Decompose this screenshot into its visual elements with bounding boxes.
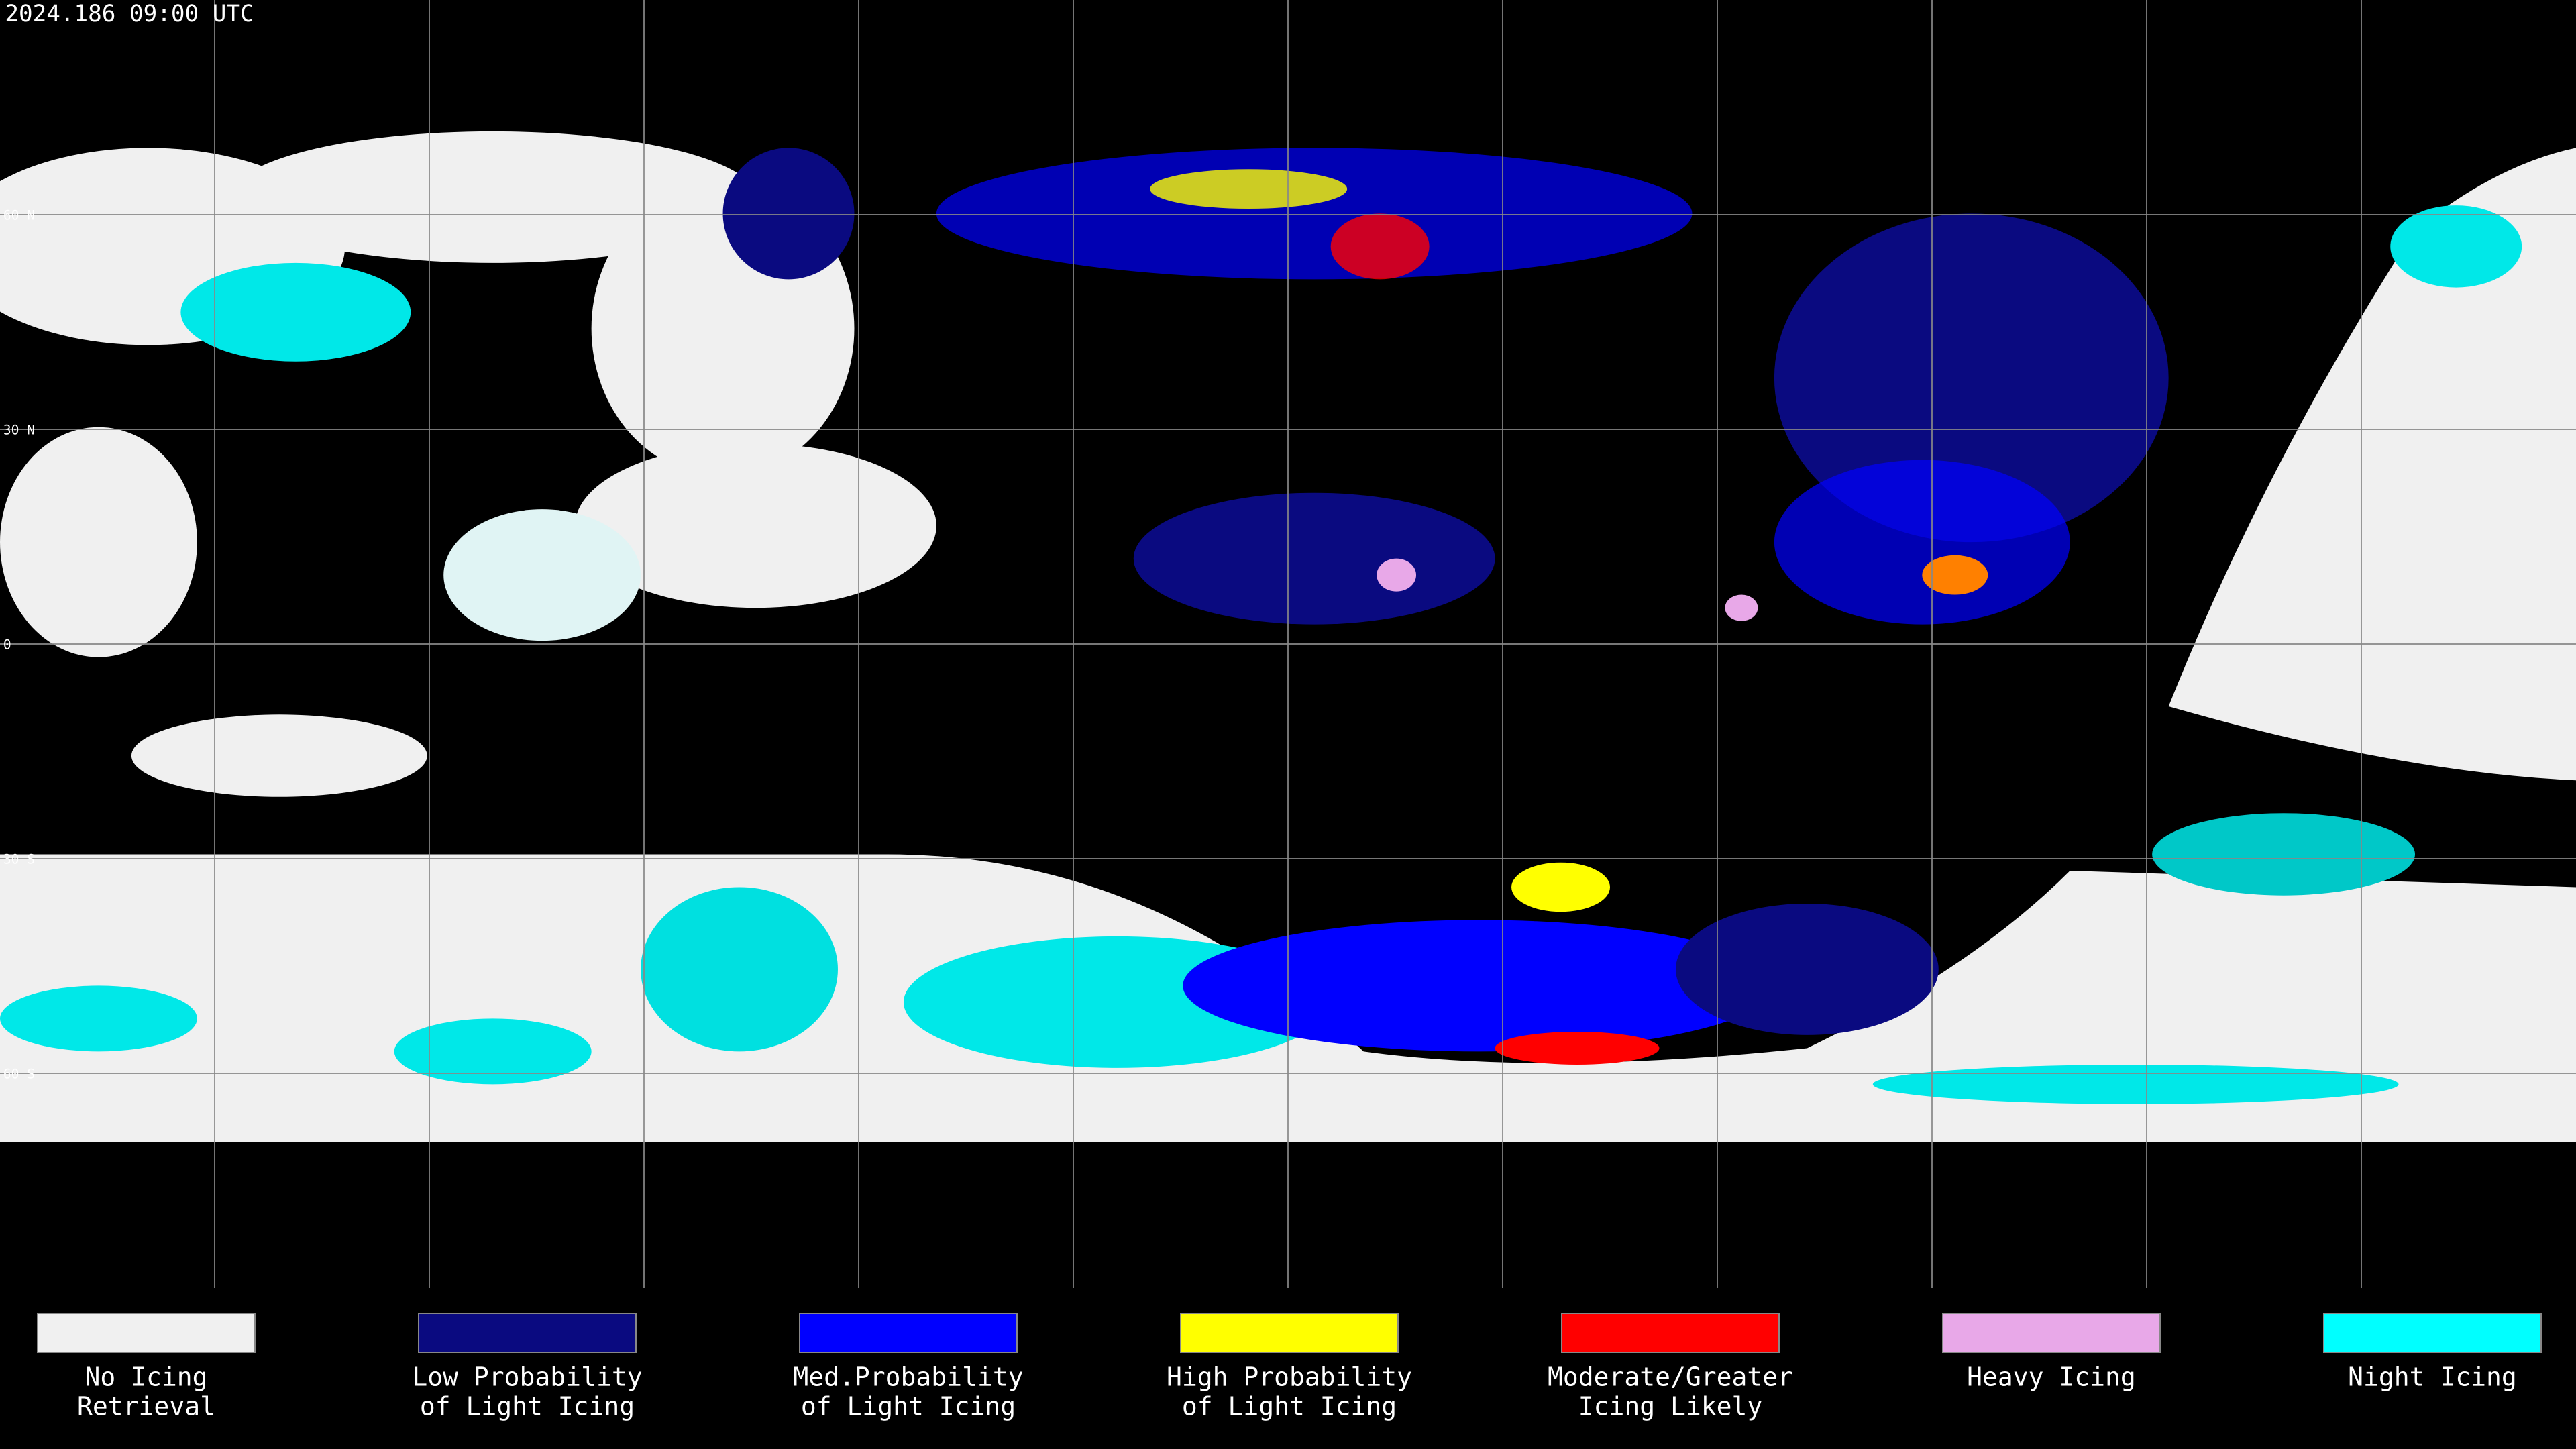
latitude-labels: 60 N 30 N 0 30 S 60 S <box>3 207 35 1081</box>
icing-patch <box>1675 903 1939 1035</box>
legend-label: Low Probability <box>412 1362 642 1392</box>
icing-patch <box>1183 920 1774 1052</box>
cloud <box>0 427 197 657</box>
icing-patch <box>1377 558 1417 592</box>
night-cloud <box>1872 1064 2399 1104</box>
legend-label: of Light Icing <box>420 1392 635 1421</box>
cloud <box>229 131 756 263</box>
legend-label: Night Icing <box>2348 1362 2517 1392</box>
icing-patch <box>1774 460 2070 625</box>
legend-swatch <box>1942 1313 2161 1353</box>
legend-swatch <box>2323 1313 2542 1353</box>
legend-label: of Light Icing <box>801 1392 1016 1421</box>
legend-label: Retrieval <box>77 1392 215 1421</box>
icing-patch <box>936 148 1693 280</box>
icing-map: 2024.186 09:00 UTC 60 N 30 N 0 30 S 60 S <box>0 0 2576 1288</box>
night-cloud <box>2390 205 2522 288</box>
night-cloud <box>180 262 411 362</box>
legend-label: No Icing <box>85 1362 207 1392</box>
legend-label: High Probability <box>1167 1362 1412 1392</box>
icing-patch <box>1922 555 1988 595</box>
night-cloud <box>641 887 838 1052</box>
latitude-label: 60 N <box>3 207 35 223</box>
cloud <box>131 714 427 797</box>
icing-patch <box>1150 169 1348 209</box>
icing-patch <box>1774 213 2169 543</box>
icing-patch <box>1495 1031 1660 1065</box>
legend-label: of Light Icing <box>1182 1392 1397 1421</box>
latitude-label: 60 S <box>3 1066 35 1081</box>
legend-label: Moderate/Greater <box>1548 1362 1793 1392</box>
timestamp: 2024.186 09:00 UTC <box>5 1 254 28</box>
icing-patch <box>1511 862 1610 912</box>
icing-patch <box>1330 213 1430 280</box>
night-cloud <box>0 985 197 1052</box>
legend-swatch <box>799 1313 1018 1353</box>
cloud <box>2168 148 2576 781</box>
icing-patch <box>1133 492 1495 625</box>
legend-label: Icing Likely <box>1578 1392 1763 1421</box>
night-cloud <box>2152 813 2415 896</box>
latitude-label: 30 N <box>3 422 35 437</box>
latitude-label: 30 S <box>3 851 35 867</box>
legend-swatch <box>1561 1313 1780 1353</box>
latitude-label: 0 <box>3 637 11 652</box>
legend-swatch <box>418 1313 637 1353</box>
graticule <box>0 0 2576 1288</box>
legend-swatch <box>37 1313 256 1353</box>
legend-swatch <box>1180 1313 1399 1353</box>
night-cloud <box>394 1018 592 1085</box>
icing-patch <box>1725 594 1758 621</box>
legend-label: Heavy Icing <box>1967 1362 2136 1392</box>
cloud <box>575 443 936 608</box>
icing-patch <box>722 148 855 280</box>
legend-label: Med.Probability <box>793 1362 1023 1392</box>
cloud <box>443 509 641 641</box>
